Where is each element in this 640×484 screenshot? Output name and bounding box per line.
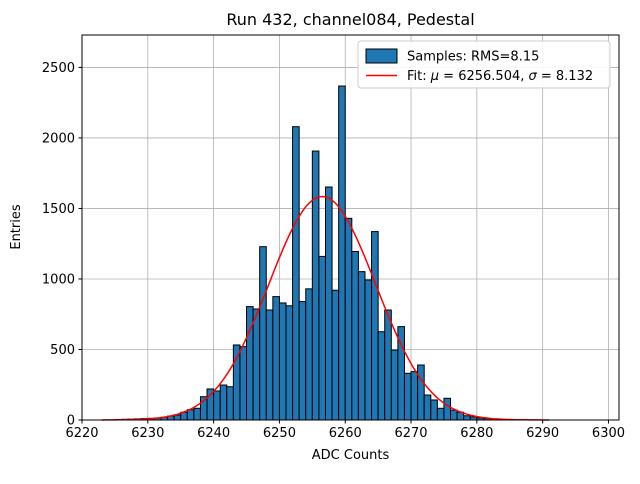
histogram-bar bbox=[260, 247, 267, 420]
histogram-bar bbox=[227, 387, 234, 420]
histogram-bar bbox=[319, 256, 326, 420]
y-tick-label: 1000 bbox=[42, 272, 75, 287]
histogram-bar bbox=[332, 290, 339, 420]
x-tick-label: 6250 bbox=[263, 426, 296, 441]
histogram-bar bbox=[385, 310, 392, 420]
histogram-bar bbox=[352, 251, 359, 420]
histogram-bar bbox=[418, 365, 425, 420]
histogram-bar bbox=[174, 415, 181, 420]
legend-fit-label: Fit: μ = 6256.504, σ = 8.132 bbox=[407, 69, 593, 84]
legend-samples-swatch bbox=[366, 49, 397, 63]
y-tick-label: 0 bbox=[67, 414, 75, 429]
x-tick-label: 6280 bbox=[460, 426, 493, 441]
y-tick-label: 500 bbox=[50, 343, 75, 358]
x-tick-label: 6300 bbox=[592, 426, 625, 441]
histogram-bar bbox=[279, 303, 286, 420]
x-tick-label: 6240 bbox=[197, 426, 230, 441]
y-tick-label: 2500 bbox=[42, 61, 75, 76]
legend: Samples: RMS=8.15 Fit: μ = 6256.504, σ =… bbox=[358, 41, 610, 88]
y-tick-label: 2000 bbox=[42, 131, 75, 146]
histogram-bar bbox=[339, 86, 346, 420]
histogram-bar bbox=[194, 408, 201, 420]
x-tick-label: 6260 bbox=[329, 426, 362, 441]
histogram-bar bbox=[220, 385, 227, 420]
histogram-bar bbox=[214, 391, 221, 420]
x-tick-label: 6230 bbox=[131, 426, 164, 441]
x-tick-label: 6270 bbox=[394, 426, 427, 441]
histogram-bar bbox=[372, 232, 379, 420]
histogram-bar bbox=[312, 151, 319, 420]
histogram-bar bbox=[325, 187, 332, 420]
histogram-bar bbox=[378, 332, 385, 420]
histogram-bar bbox=[437, 408, 444, 420]
histogram-bar bbox=[266, 310, 273, 420]
histogram-bar bbox=[404, 373, 411, 420]
y-tick-label: 1500 bbox=[42, 202, 75, 217]
y-axis-label: Entries bbox=[9, 204, 24, 250]
histogram-bar bbox=[207, 389, 214, 420]
histogram-bar bbox=[431, 400, 438, 420]
mu-symbol: μ bbox=[430, 69, 439, 84]
histogram-bar bbox=[273, 297, 280, 420]
histogram-bar bbox=[187, 410, 194, 420]
chart-title: Run 432, channel084, Pedestal bbox=[226, 10, 474, 29]
histogram-bar bbox=[306, 289, 313, 420]
histogram-bar bbox=[253, 309, 260, 420]
histogram-bar bbox=[240, 347, 247, 420]
x-tick-label: 6290 bbox=[526, 426, 559, 441]
histogram-bar bbox=[299, 302, 306, 420]
legend-samples-label: Samples: RMS=8.15 bbox=[407, 50, 539, 65]
histogram-bar bbox=[365, 280, 372, 420]
histogram-bar bbox=[424, 395, 431, 420]
histogram-bar bbox=[358, 272, 365, 420]
histogram-bar bbox=[233, 345, 240, 420]
histogram-bar bbox=[451, 410, 458, 420]
histogram-bar bbox=[345, 218, 352, 420]
histogram-bar bbox=[464, 416, 471, 420]
histogram-bar bbox=[391, 350, 398, 420]
histogram-bar bbox=[444, 398, 451, 420]
histogram-bar bbox=[411, 372, 418, 420]
histogram-bar bbox=[293, 127, 300, 420]
x-axis-label: ADC Counts bbox=[312, 448, 390, 463]
histogram-bar bbox=[286, 306, 293, 420]
